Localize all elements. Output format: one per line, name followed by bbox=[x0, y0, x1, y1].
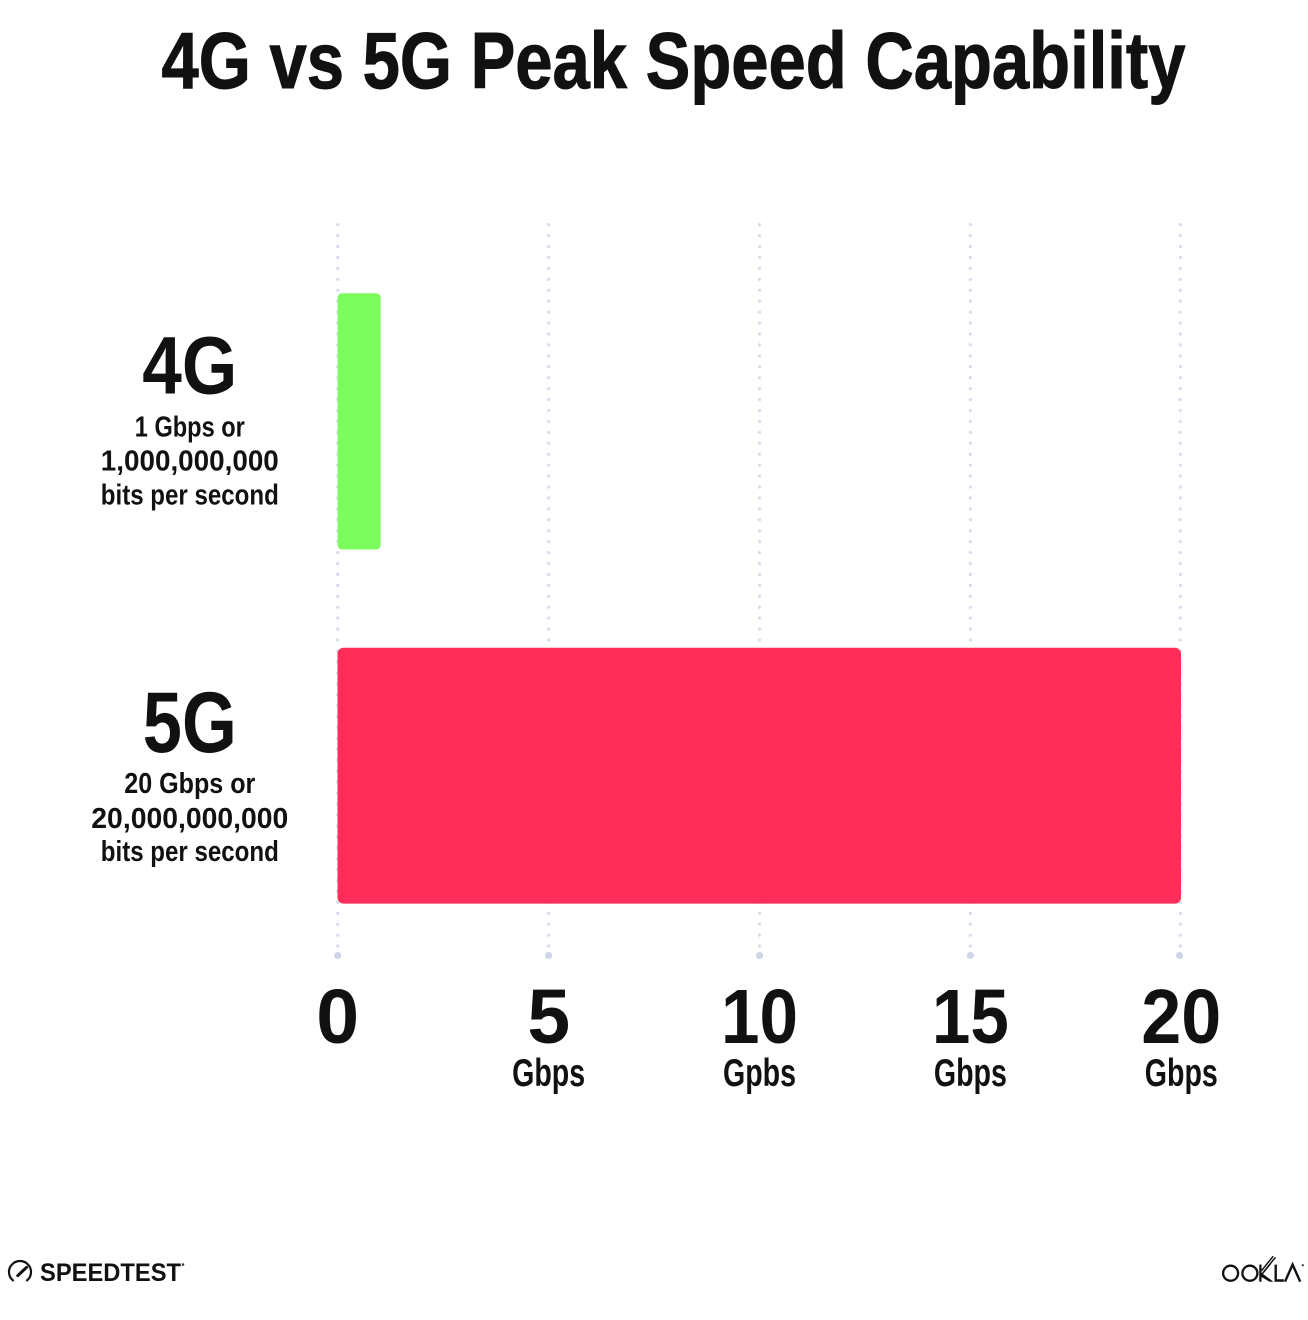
svg-text:15: 15 bbox=[932, 974, 1009, 1060]
svg-text:bits per second: bits per second bbox=[101, 836, 279, 868]
svg-text:Gbps: Gbps bbox=[1145, 1052, 1218, 1095]
svg-text:bits per second: bits per second bbox=[101, 479, 279, 511]
svg-text:4G: 4G bbox=[142, 320, 237, 411]
svg-text:10: 10 bbox=[721, 974, 798, 1060]
svg-text:0: 0 bbox=[316, 974, 359, 1060]
svg-text:SPEEDTEST: SPEEDTEST bbox=[40, 1259, 181, 1287]
svg-text:20 Gbps or: 20 Gbps or bbox=[124, 768, 255, 800]
svg-text:4G vs 5G Peak Speed Capability: 4G vs 5G Peak Speed Capability bbox=[162, 16, 1186, 105]
svg-text:Gbps: Gbps bbox=[934, 1052, 1007, 1095]
svg-text:Gpbs: Gpbs bbox=[723, 1052, 796, 1095]
svg-text:20,000,000,000: 20,000,000,000 bbox=[91, 803, 288, 835]
svg-text:20: 20 bbox=[1141, 974, 1221, 1060]
svg-text:1,000,000,000: 1,000,000,000 bbox=[101, 446, 279, 478]
svg-text:1 Gbps or: 1 Gbps or bbox=[135, 412, 245, 444]
svg-text:5G: 5G bbox=[143, 675, 237, 771]
svg-text:Gbps: Gbps bbox=[512, 1052, 585, 1095]
svg-text:5: 5 bbox=[527, 974, 570, 1060]
